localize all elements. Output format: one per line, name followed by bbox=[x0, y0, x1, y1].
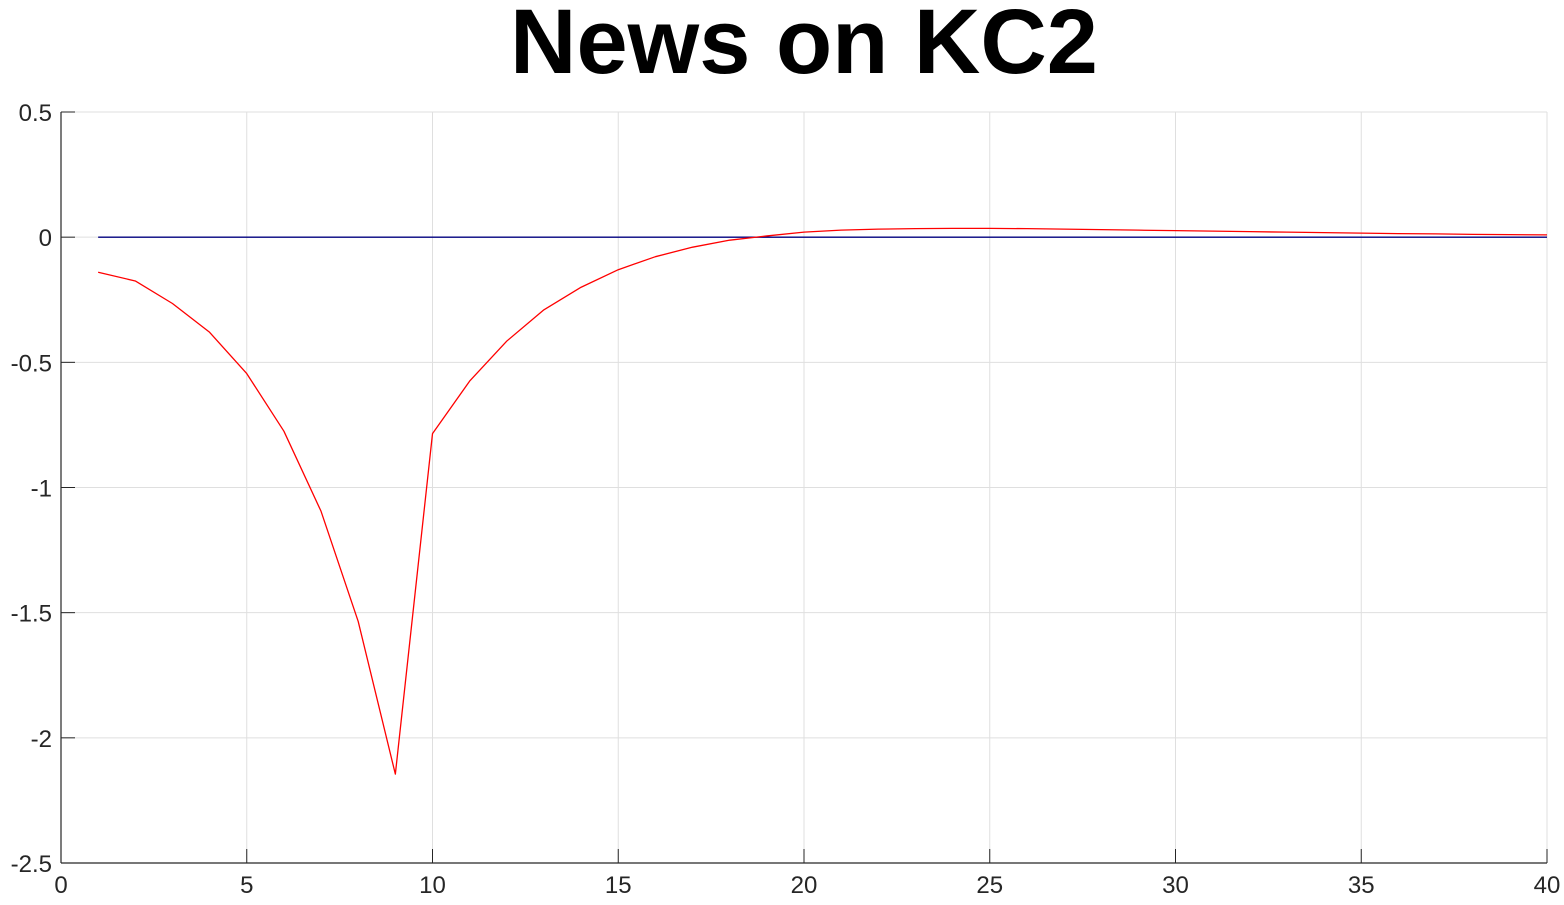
x-tick-label: 15 bbox=[605, 872, 632, 899]
x-tick-label: 0 bbox=[54, 872, 67, 899]
x-tick-label: 30 bbox=[1162, 872, 1189, 899]
x-tick-label: 25 bbox=[976, 872, 1003, 899]
y-tick-label: 0.5 bbox=[19, 100, 52, 127]
y-tick-label: -1.5 bbox=[11, 601, 52, 628]
y-tick-label: -0.5 bbox=[11, 350, 52, 377]
y-tick-label: 0 bbox=[39, 225, 52, 252]
y-tick-label: -2.5 bbox=[11, 851, 52, 878]
y-tick-label: -1 bbox=[31, 476, 52, 503]
x-tick-label: 5 bbox=[240, 872, 253, 899]
x-tick-label: 20 bbox=[791, 872, 818, 899]
x-tick-label: 10 bbox=[419, 872, 446, 899]
x-tick-label: 40 bbox=[1534, 872, 1561, 899]
y-tick-label: -2 bbox=[31, 726, 52, 753]
chart-title: News on KC2 bbox=[510, 0, 1098, 93]
x-tick-label: 35 bbox=[1348, 872, 1375, 899]
series-line-0 bbox=[98, 227, 1548, 775]
